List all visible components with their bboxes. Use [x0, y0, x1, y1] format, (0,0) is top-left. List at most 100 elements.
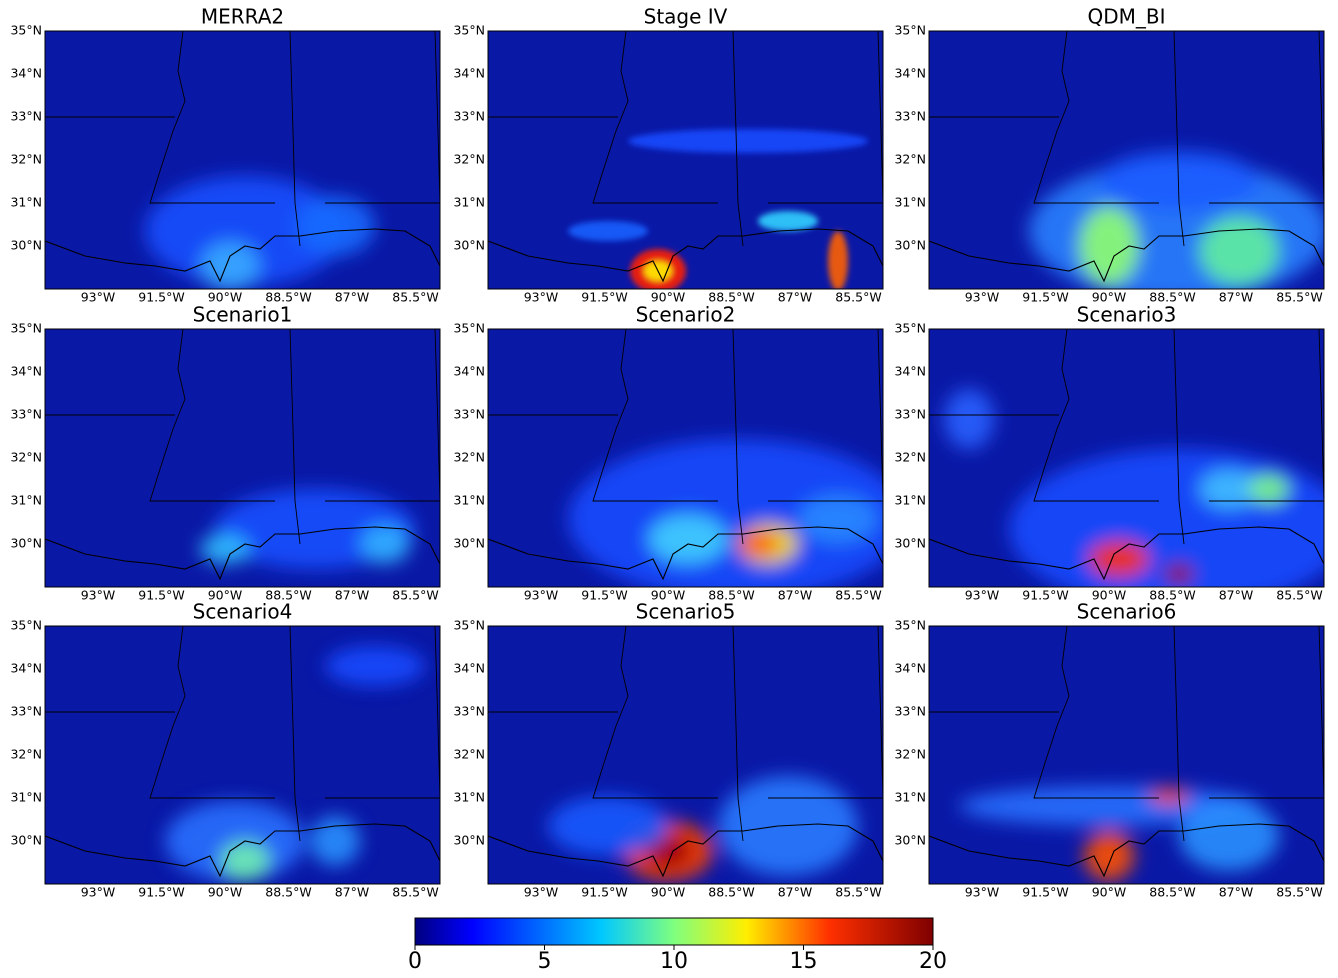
lat-label: 33°N: [894, 407, 926, 422]
coastline: [45, 526, 440, 581]
map-frame: [44, 328, 441, 588]
precip-blob: [828, 231, 848, 289]
map-frame: [44, 30, 441, 290]
coastline: [488, 823, 883, 878]
colorbar-label: 15: [790, 949, 818, 974]
lon-label: 85.5°W: [392, 885, 438, 900]
lat-label: 31°N: [10, 790, 42, 805]
precip-field: [944, 389, 1324, 587]
lon-label: 93°W: [81, 588, 116, 603]
precip-blob: [648, 514, 728, 564]
lat-label: 31°N: [894, 195, 926, 210]
state-borders: [929, 626, 1324, 842]
lon-label: 85.5°W: [392, 588, 438, 603]
lat-label: 34°N: [10, 661, 42, 676]
lat-label: 34°N: [894, 364, 926, 379]
precip-blob: [1199, 469, 1259, 509]
lon-label: 93°W: [965, 290, 1000, 305]
lon-label: 87°W: [1219, 885, 1254, 900]
map-panel: [488, 626, 883, 884]
lat-label: 30°N: [10, 238, 42, 253]
precip-blob: [200, 241, 260, 289]
precip-blob: [1089, 541, 1149, 577]
coastline: [45, 823, 440, 878]
lat-label: 33°N: [453, 109, 485, 124]
precip-blob: [1164, 564, 1194, 584]
lat-label: 32°N: [894, 152, 926, 167]
precip-blob: [310, 816, 360, 866]
lon-label: 88.5°W: [1149, 885, 1195, 900]
lat-label: 35°N: [894, 23, 926, 38]
lat-label: 32°N: [894, 747, 926, 762]
panel-title: Scenario6: [1077, 600, 1177, 624]
lon-label: 90°W: [1092, 588, 1127, 603]
lon-label: 93°W: [524, 290, 559, 305]
precip-blob: [738, 532, 778, 556]
coastline: [488, 526, 883, 581]
state-borders: [45, 31, 440, 247]
lat-label: 32°N: [453, 152, 485, 167]
lon-label: 85.5°W: [835, 588, 881, 603]
lon-label: 91.5°W: [1022, 290, 1068, 305]
lat-label: 34°N: [453, 66, 485, 81]
precip-blob: [1099, 151, 1259, 211]
state-borders: [45, 626, 440, 842]
precip-field: [568, 129, 868, 289]
lat-label: 33°N: [10, 407, 42, 422]
lon-label: 91.5°W: [581, 885, 627, 900]
lat-label: 30°N: [10, 833, 42, 848]
lon-label: 87°W: [1219, 588, 1254, 603]
lat-label: 30°N: [894, 238, 926, 253]
colorbar-label: 5: [538, 949, 552, 974]
lat-label: 30°N: [453, 536, 485, 551]
lon-label: 90°W: [208, 290, 243, 305]
state-borders: [45, 329, 440, 545]
precip-blob: [200, 534, 250, 564]
lon-label: 87°W: [1219, 290, 1254, 305]
map-panel: [45, 329, 440, 587]
colorbar: [414, 917, 934, 946]
lat-label: 34°N: [453, 364, 485, 379]
map-frame: [487, 625, 884, 885]
lat-label: 30°N: [894, 833, 926, 848]
state-borders: [929, 31, 1324, 247]
panel-title: MERRA2: [201, 5, 284, 29]
panel-title: Scenario5: [636, 600, 736, 624]
lat-label: 35°N: [10, 618, 42, 633]
lon-label: 85.5°W: [835, 290, 881, 305]
lon-label: 87°W: [778, 588, 813, 603]
precip-blob: [548, 796, 668, 856]
map-panel: [929, 626, 1324, 884]
coastline: [929, 228, 1324, 283]
precip-blob: [360, 524, 410, 564]
precip-blob: [1199, 216, 1279, 286]
state-borders: [488, 31, 883, 247]
precip-field: [1029, 151, 1324, 289]
lat-label: 30°N: [453, 833, 485, 848]
colorbar-label: 0: [408, 949, 422, 974]
lon-label: 85.5°W: [835, 885, 881, 900]
lon-label: 87°W: [335, 588, 370, 603]
lat-label: 32°N: [453, 450, 485, 465]
lon-label: 93°W: [965, 885, 1000, 900]
lat-label: 31°N: [894, 790, 926, 805]
panel-title: Scenario3: [1077, 303, 1177, 327]
precip-blob: [1084, 831, 1134, 881]
map-background: [488, 31, 883, 289]
panel-title: Stage IV: [644, 5, 728, 29]
coastline: [929, 823, 1324, 878]
lat-label: 35°N: [894, 618, 926, 633]
precip-blob: [325, 646, 425, 686]
lat-label: 34°N: [894, 661, 926, 676]
map-panel: [488, 31, 883, 289]
lon-label: 91.5°W: [138, 885, 184, 900]
lat-label: 33°N: [10, 704, 42, 719]
lon-label: 88.5°W: [1149, 290, 1195, 305]
lon-label: 93°W: [965, 588, 1000, 603]
lat-label: 32°N: [453, 747, 485, 762]
lat-label: 31°N: [453, 790, 485, 805]
lat-label: 30°N: [453, 238, 485, 253]
lat-label: 35°N: [453, 618, 485, 633]
panel-title: QDM_BI: [1087, 5, 1165, 29]
